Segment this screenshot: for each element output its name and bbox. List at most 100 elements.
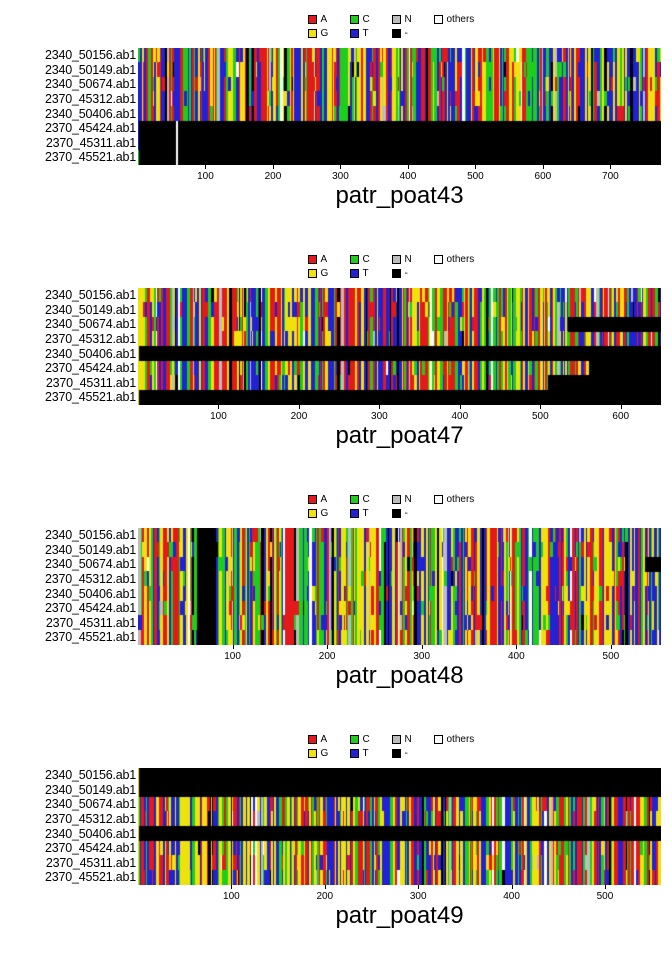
x-axis-tick-label: 200 [264,171,282,182]
legend-item--: - [391,508,434,519]
legend-label: T [362,508,369,519]
legend-swatch-N [391,15,401,24]
legend-label: T [362,748,369,759]
x-axis-tick [205,165,207,169]
legend-item-others: others [433,254,492,265]
row-label: 2340_50156.ab1 [44,48,136,62]
legend-label: G [320,28,329,39]
row-label: 2370_45424.ab1 [44,841,136,856]
legend-item-C: C [349,14,392,25]
x-axis-tick [379,405,381,409]
legend-item-T: T [349,268,392,279]
x-axis-tick [231,885,233,889]
legend-label: N [404,734,412,745]
x-axis-tick [327,645,329,649]
x-axis-tick [475,165,477,169]
legend-label: A [320,14,328,25]
row-label: 2370_45311.ab1 [45,135,136,150]
x-axis-tick [407,165,409,169]
legend-swatch-T [349,749,359,758]
legend-label: others [446,734,475,745]
x-axis-tick-label: 200 [290,411,308,422]
legend-swatch-others [433,255,443,264]
x-axis: 100 200 300 400 500 [138,885,661,907]
panel-title-patr_poat49: patr_poat49 [335,902,464,929]
alignment-plot-canvas-patr_poat43 [138,48,661,165]
legend-swatch-- [391,749,401,758]
row-label: 2370_45424.ab1 [44,601,136,616]
legend-swatch-- [391,29,401,38]
legend-swatch-C [349,495,359,504]
legend-item-T: T [349,748,392,759]
legend-swatch-N [391,495,401,504]
x-axis-tick-label: 100 [210,411,227,422]
legend-item-others: others [433,494,492,505]
legend-item-N: N [391,734,434,745]
x-axis: 100 200 300 400 500 600 [138,405,661,427]
legend-swatch-A [307,735,317,744]
alignment-plot-canvas-patr_poat49 [138,768,661,885]
legend-label: N [404,494,412,505]
x-axis-tick-label: 700 [602,171,619,182]
row-label: 2340_50406.ab1 [44,106,136,121]
alignment-plot-canvas-patr_poat48 [138,528,661,645]
x-axis-tick-label: 300 [409,891,427,902]
legend-item-others: others [433,14,492,25]
legend-swatch-others [433,495,443,504]
legend-label: A [320,494,328,505]
x-axis-tick-label: 500 [531,411,549,422]
legend-swatch-G [307,269,317,278]
x-axis-tick-label: 300 [332,171,349,182]
legend-swatch-T [349,269,359,278]
row-label: 2370_45311.ab1 [45,375,136,390]
row-label: 2370_45311.ab1 [45,855,136,870]
legend-item-G: G [307,748,350,759]
x-axis: 100 200 300 400 500 600 700 [138,165,661,187]
legend-swatch-C [349,735,359,744]
legend-swatch-A [307,495,317,504]
legend-item-C: C [349,494,392,505]
x-axis-tick [610,165,612,169]
legend-item-G: G [307,28,350,39]
panel-title-patr_poat48: patr_poat48 [335,662,464,689]
legend-item-G: G [307,508,350,519]
legend-swatch-others [433,15,443,24]
x-axis-tick-label: 400 [399,171,417,182]
x-axis-tick [604,885,606,889]
legend-label: - [404,508,408,519]
x-axis-tick [542,165,544,169]
row-label: 2340_50149.ab1 [44,62,136,77]
legend-label: N [404,14,412,25]
x-axis-tick-label: 400 [507,651,525,662]
x-axis-tick [298,405,300,409]
legend-label: C [362,494,370,505]
legend-label: C [362,254,370,265]
legend-item-others: others [433,734,492,745]
row-label: 2370_45521.ab1 [44,630,136,645]
legend-item-A: A [307,14,350,25]
legend-item-A: A [307,494,350,505]
x-axis-tick-label: 100 [197,171,214,182]
legend-label: - [404,748,408,759]
x-axis-tick [459,405,461,409]
row-label: 2340_50149.ab1 [44,782,136,797]
legend-item--: - [391,748,434,759]
legend-item-C: C [349,734,392,745]
legend-swatch-- [391,269,401,278]
x-axis-tick-label: 500 [467,171,484,182]
legend-swatch-G [307,29,317,38]
x-axis-tick-label: 100 [224,651,241,662]
x-axis-tick-label: 600 [534,171,552,182]
x-axis-tick-label: 200 [316,891,334,902]
legend-label: A [320,254,328,265]
legend-swatch-T [349,509,359,518]
row-label: 2370_45521.ab1 [44,390,136,405]
legend-item-T: T [349,28,392,39]
x-axis-tick-label: 100 [223,891,240,902]
